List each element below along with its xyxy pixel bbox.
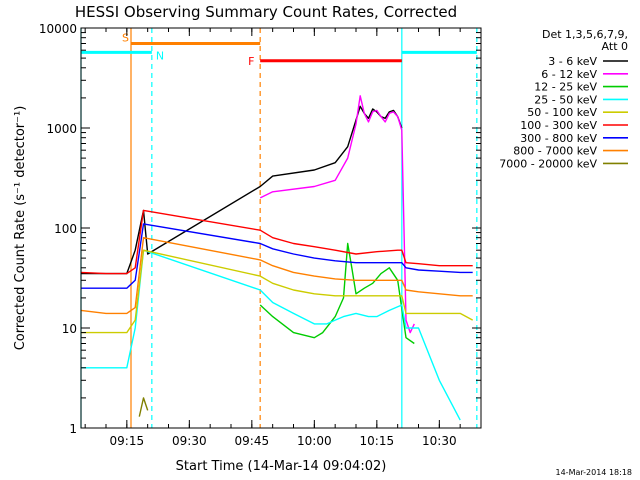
legend-title-line-1: Det 1,3,5,6,7,9, <box>542 28 628 41</box>
footer-date: 14-Mar-2014 18:18 <box>556 468 633 477</box>
axes-group: 09:15 09:30 09:45 10:00 10:15 10:30 1 10 100 1000… <box>39 22 481 448</box>
series-line-5 <box>80 209 473 275</box>
y-tick-label-1: 10 <box>62 322 77 336</box>
y-tick-label-4: 10000 <box>39 22 77 36</box>
x-axis-label: Start Time (14-Mar-14 09:04:02) <box>176 459 387 474</box>
y-tick-label-3: 1000 <box>46 122 77 136</box>
series-line-4 <box>81 249 474 334</box>
y-axis-label: Corrected Count Rate (s⁻¹ detector⁻¹) <box>13 106 28 351</box>
legend-title-line-2: Att 0 <box>602 40 628 53</box>
x-tick-label-5: 10:30 <box>422 434 457 448</box>
series-line-2 <box>259 242 415 345</box>
flag-label-2: F <box>248 55 254 68</box>
x-tick-label-1: 09:30 <box>172 434 207 448</box>
series-line-6 <box>81 223 473 289</box>
x-tick-label-4: 10:15 <box>360 434 395 448</box>
legend-label-7: 800 - 7000 keV <box>513 145 597 158</box>
series-line-7 <box>80 236 473 315</box>
chart-title: HESSI Observing Summary Count Rates, Cor… <box>75 3 457 21</box>
x-tick-label-3: 10:00 <box>297 434 332 448</box>
legend-label-4: 50 - 100 keV <box>527 106 597 119</box>
flag-label-1: N <box>156 49 164 62</box>
legend-label-0: 3 - 6 keV <box>548 55 597 68</box>
series-group <box>80 95 474 421</box>
legend-label-6: 300 - 800 keV <box>520 132 597 145</box>
series-line-1 <box>259 95 415 334</box>
legend-label-5: 100 - 300 keV <box>520 119 597 132</box>
x-tick-label-0: 09:15 <box>110 434 145 448</box>
legend-label-2: 12 - 25 keV <box>534 81 597 94</box>
x-tick-label-2: 09:45 <box>235 434 270 448</box>
legend-label-1: 6 - 12 keV <box>541 68 597 81</box>
series-line-8 <box>138 397 149 417</box>
legend-label-8: 7000 - 20000 keV <box>499 157 597 170</box>
legend-label-3: 25 - 50 keV <box>534 93 597 106</box>
y-tick-label-2: 100 <box>54 222 77 236</box>
y-tick-label-0: 1 <box>69 422 77 436</box>
flag-label-0: S <box>122 31 129 44</box>
flag-bars: S N F <box>81 31 477 68</box>
